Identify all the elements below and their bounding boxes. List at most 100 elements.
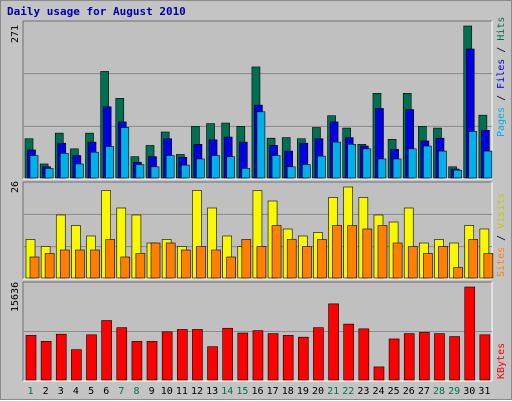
day-label-1: 1 [28, 386, 34, 397]
bar-kbytes-day-17 [267, 333, 279, 381]
day-label-18: 18 [282, 386, 294, 397]
bar-pages-day-26 [407, 148, 417, 179]
bar-pages-day-4 [75, 163, 84, 179]
bar-kbytes-day-3 [55, 333, 67, 381]
bar-sites-day-14 [226, 256, 236, 279]
bar-pages-day-6 [105, 146, 114, 179]
bar-pages-day-30 [468, 131, 478, 179]
bar-kbytes-day-27 [419, 332, 430, 381]
bar-sites-day-28 [438, 246, 448, 279]
day-label-13: 13 [206, 386, 218, 397]
legend-kbytes: KBytes [496, 343, 507, 379]
day-label-31: 31 [478, 386, 490, 397]
bar-sites-day-15 [241, 239, 252, 279]
bar-sites-day-17 [271, 225, 282, 279]
bar-kbytes-day-13 [207, 346, 218, 381]
bar-sites-day-30 [468, 239, 479, 279]
bar-sites-day-3 [59, 249, 70, 279]
bar-kbytes-day-12 [192, 329, 203, 381]
bar-sites-day-4 [75, 249, 85, 279]
day-label-17: 17 [267, 386, 279, 397]
bar-pages-day-18 [286, 166, 296, 179]
bar-pages-day-7 [120, 127, 130, 179]
bar-sites-day-23 [362, 228, 373, 279]
bar-kbytes-day-21 [328, 303, 339, 381]
day-label-16: 16 [251, 386, 263, 397]
bar-kbytes-day-28 [434, 333, 445, 381]
legend-visits-sites: Sites / Visits [496, 193, 507, 277]
bar-kbytes-day-2 [40, 341, 52, 381]
day-label-12: 12 [191, 386, 203, 397]
bar-pages-day-17 [271, 155, 281, 179]
bar-sites-day-26 [407, 246, 418, 279]
day-label-25: 25 [388, 386, 400, 397]
bar-sites-day-31 [483, 253, 494, 279]
legend-visits-sites-sites: Sites [496, 247, 507, 277]
bar-kbytes-day-11 [176, 329, 188, 381]
legend-kbytes-kbytes: KBytes [496, 343, 507, 379]
bar-sites-day-18 [286, 239, 297, 279]
bar-kbytes-day-20 [313, 327, 324, 381]
legend-hits-files-pages-hits: Hits [496, 17, 507, 41]
chart-title: Daily usage for August 2010 [7, 5, 186, 18]
bar-pages-day-24 [377, 158, 387, 179]
bar-pages-day-25 [392, 158, 402, 179]
legend-hits-files-pages-sep2: / [496, 41, 507, 59]
day-label-11: 11 [176, 386, 188, 397]
day-label-9: 9 [149, 386, 155, 397]
bar-kbytes-day-14 [222, 327, 233, 381]
legend-hits-files-pages-sep1: / [496, 89, 507, 107]
day-label-26: 26 [403, 386, 415, 397]
bar-kbytes-day-24 [373, 366, 385, 381]
day-label-30: 30 [463, 386, 475, 397]
day-label-24: 24 [373, 386, 385, 397]
bar-sites-day-7 [120, 256, 131, 279]
bar-pages-day-3 [59, 153, 69, 179]
bar-sites-day-27 [423, 253, 433, 279]
bar-pages-day-21 [332, 141, 341, 179]
day-label-19: 19 [297, 386, 309, 397]
bar-pages-day-22 [347, 144, 357, 179]
legend-visits-sites-sep: / [496, 229, 507, 247]
bar-kbytes-day-9 [146, 341, 158, 381]
bar-sites-day-21 [332, 225, 342, 279]
bar-pages-day-23 [362, 148, 372, 179]
legend-hits-files-pages: Pages / Files / Hits [496, 17, 507, 137]
bar-sites-day-25 [392, 242, 403, 279]
bar-kbytes-day-4 [71, 349, 82, 381]
bar-sites-day-5 [90, 249, 100, 279]
legend-hits-files-pages-files: Files [496, 59, 507, 89]
bar-kbytes-day-23 [358, 328, 370, 381]
day-label-22: 22 [342, 386, 354, 397]
day-label-10: 10 [161, 386, 173, 397]
bar-kbytes-day-19 [298, 336, 309, 381]
bar-sites-day-22 [347, 225, 358, 279]
bar-pages-day-29 [453, 169, 462, 179]
bar-kbytes-day-22 [343, 323, 355, 381]
bar-kbytes-day-16 [252, 330, 264, 381]
bar-kbytes-day-6 [101, 320, 112, 381]
y-max-label-visits: 26 [10, 181, 21, 193]
day-label-28: 28 [433, 386, 445, 397]
day-label-2: 2 [43, 386, 49, 397]
day-label-21: 21 [327, 386, 339, 397]
bar-sites-day-20 [317, 239, 327, 279]
day-label-3: 3 [58, 386, 64, 397]
legend-visits-sites-visits: Visits [496, 193, 507, 229]
bar-pages-day-5 [90, 151, 99, 179]
bar-pages-day-11 [180, 164, 190, 179]
bar-kbytes-day-15 [237, 332, 249, 381]
day-label-6: 6 [103, 386, 109, 397]
day-label-15: 15 [236, 386, 248, 397]
day-label-14: 14 [221, 386, 233, 397]
day-label-8: 8 [133, 386, 139, 397]
bar-sites-day-24 [377, 225, 388, 279]
y-max-label-hits: 271 [10, 25, 21, 43]
bar-kbytes-day-1 [25, 335, 37, 381]
bar-sites-day-29 [453, 267, 463, 279]
bar-pages-day-16 [256, 111, 266, 179]
bar-pages-day-15 [241, 168, 251, 179]
bar-pages-day-14 [226, 156, 235, 179]
bar-pages-day-27 [423, 145, 432, 179]
